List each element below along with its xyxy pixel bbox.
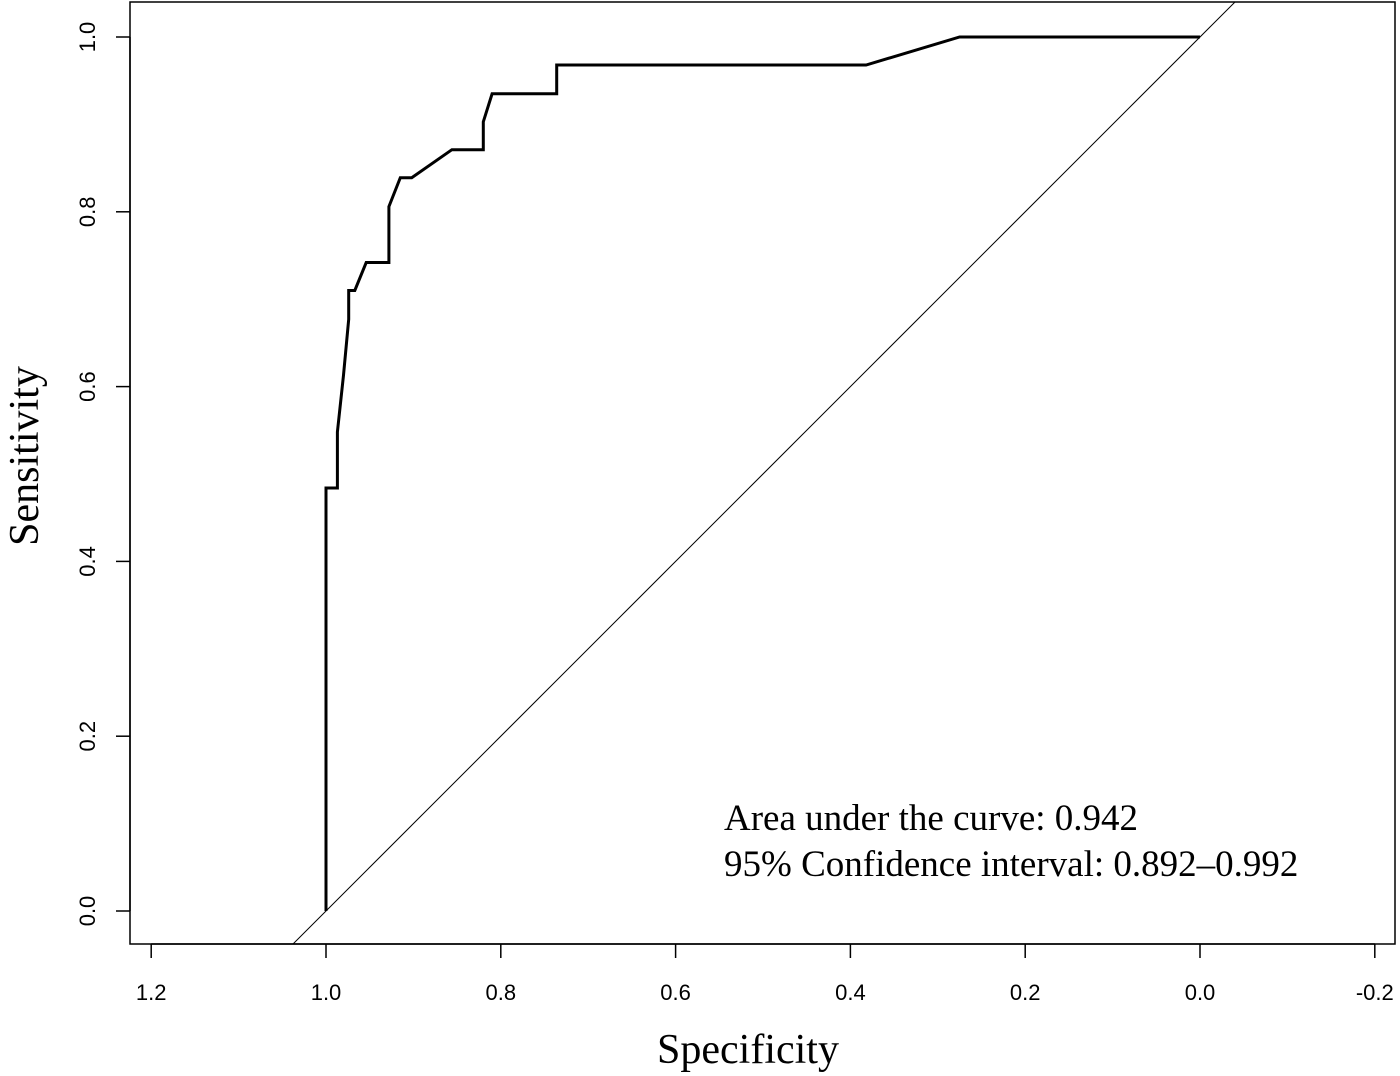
reference-diagonal-line: [292, 1, 1236, 945]
y-axis-title: Sensitivity: [2, 366, 48, 546]
curve-layer: [324, 35, 1200, 911]
x-axis: 1.2 1.0 0.8 0.6 0.4 0.2 0.0 -0.2: [136, 943, 1394, 1005]
x-tick-label: 1.0: [311, 980, 342, 1005]
x-tick-label: 0.8: [486, 980, 517, 1005]
y-tick-label: 0.2: [75, 721, 100, 752]
y-tick-label: 1.0: [75, 22, 100, 53]
x-axis-title: Specificity: [657, 1027, 839, 1073]
y-tick-label: 0.0: [75, 896, 100, 927]
y-tick-label: 0.8: [75, 197, 100, 228]
y-tick-label: 0.6: [75, 371, 100, 402]
reference-layer: [292, 1, 1236, 945]
x-tick-label: 0.6: [660, 980, 691, 1005]
roc-curve-line: [324, 35, 1200, 911]
x-tick-label: 0.0: [1185, 980, 1216, 1005]
x-tick-label: 1.2: [136, 980, 167, 1005]
auc-annotation: Area under the curve: 0.942: [724, 798, 1138, 839]
y-axis: 0.0 0.2 0.4 0.6 0.8 1.0: [75, 22, 131, 927]
ci-annotation: 95% Confidence interval: 0.892–0.992: [724, 844, 1298, 885]
x-tick-label: -0.2: [1356, 980, 1394, 1005]
x-tick-label: 0.2: [1010, 980, 1041, 1005]
x-tick-label: 0.4: [835, 980, 866, 1005]
y-tick-label: 0.4: [75, 546, 100, 577]
